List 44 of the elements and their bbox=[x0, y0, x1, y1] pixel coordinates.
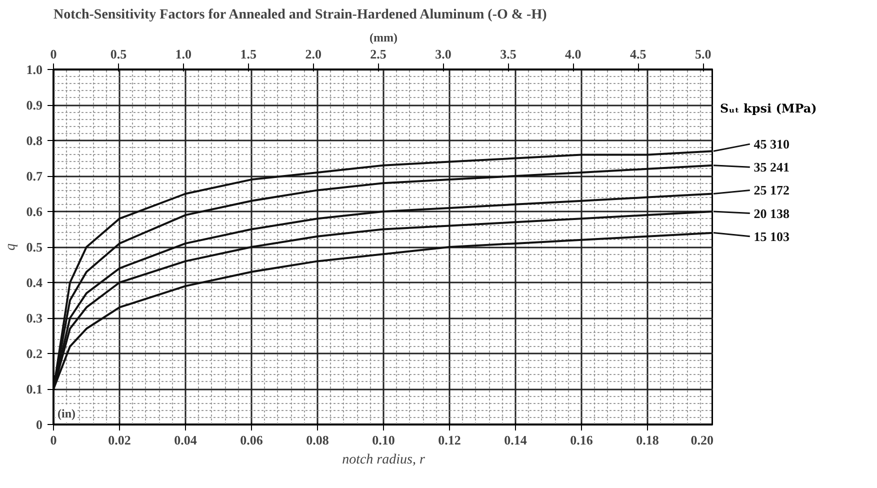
y-tick-label: 0.8 bbox=[26, 133, 43, 148]
x2-tick-label: 5.0 bbox=[694, 46, 712, 62]
annotation: (in) bbox=[58, 406, 76, 420]
y-tick-label: 0.2 bbox=[26, 346, 42, 361]
x2-tick-label: 4.0 bbox=[565, 46, 582, 62]
x-tick-label: 0.16 bbox=[570, 432, 594, 448]
x2-tick-label: 1.5 bbox=[240, 46, 258, 62]
y-tick-label: 0 bbox=[36, 417, 42, 432]
x-tick-label: 0.18 bbox=[636, 432, 660, 448]
y-tick-label: 0.5 bbox=[26, 240, 43, 254]
y-tick-label: 0.3 bbox=[26, 310, 43, 326]
x-tick-label: 0.04 bbox=[174, 432, 198, 448]
legend-label: 20 138 bbox=[754, 206, 790, 221]
legend-label: 15 103 bbox=[754, 228, 790, 244]
x2-axis-title: (mm) bbox=[370, 30, 398, 44]
legend-label: 45 310 bbox=[754, 136, 790, 152]
x2-tick-label: 0.5 bbox=[110, 46, 128, 62]
x-tick-label: 0.08 bbox=[306, 432, 330, 448]
x2-tick-label: 2.5 bbox=[370, 46, 387, 62]
x-tick-label: 0.10 bbox=[372, 432, 395, 448]
x-tick-label: 0.02 bbox=[108, 432, 131, 448]
chart-title: Notch-Sensitivity Factors for Annealed and Strain-Hardened Aluminum (-O & -H) bbox=[54, 8, 548, 22]
x-tick-label: 0 bbox=[50, 432, 57, 448]
x-tick-label: 0.06 bbox=[240, 432, 264, 448]
x2-tick-label: 3.0 bbox=[435, 46, 452, 62]
y-tick-label: 0.7 bbox=[26, 168, 43, 184]
x2-tick-label: 4.5 bbox=[630, 46, 647, 62]
x-tick-label: 0.14 bbox=[504, 432, 528, 448]
x2-tick-label: 3.5 bbox=[500, 46, 517, 62]
y-tick-label: 0.4 bbox=[26, 275, 43, 290]
y-axis-title: q bbox=[3, 244, 18, 250]
x2-tick-label: 0 bbox=[50, 46, 57, 62]
legend-label: 25 172 bbox=[754, 182, 790, 198]
y-tick-label: 0.1 bbox=[26, 382, 42, 396]
y-tick-label: 0.6 bbox=[26, 204, 43, 219]
y-tick-label: 1.0 bbox=[26, 62, 42, 77]
x2-tick-label: 1.0 bbox=[175, 46, 192, 62]
legend-label: 35 241 bbox=[754, 160, 790, 175]
x-axis-title: notch radius, r bbox=[342, 452, 426, 468]
x-tick-label: 0.12 bbox=[438, 432, 461, 448]
x2-tick-label: 2.0 bbox=[305, 46, 322, 62]
x-tick-label: 0.20 bbox=[690, 432, 714, 448]
y-tick-label: 0.9 bbox=[26, 98, 43, 112]
legend-title: Sᵤₜ kpsi (MPa) bbox=[720, 102, 817, 116]
